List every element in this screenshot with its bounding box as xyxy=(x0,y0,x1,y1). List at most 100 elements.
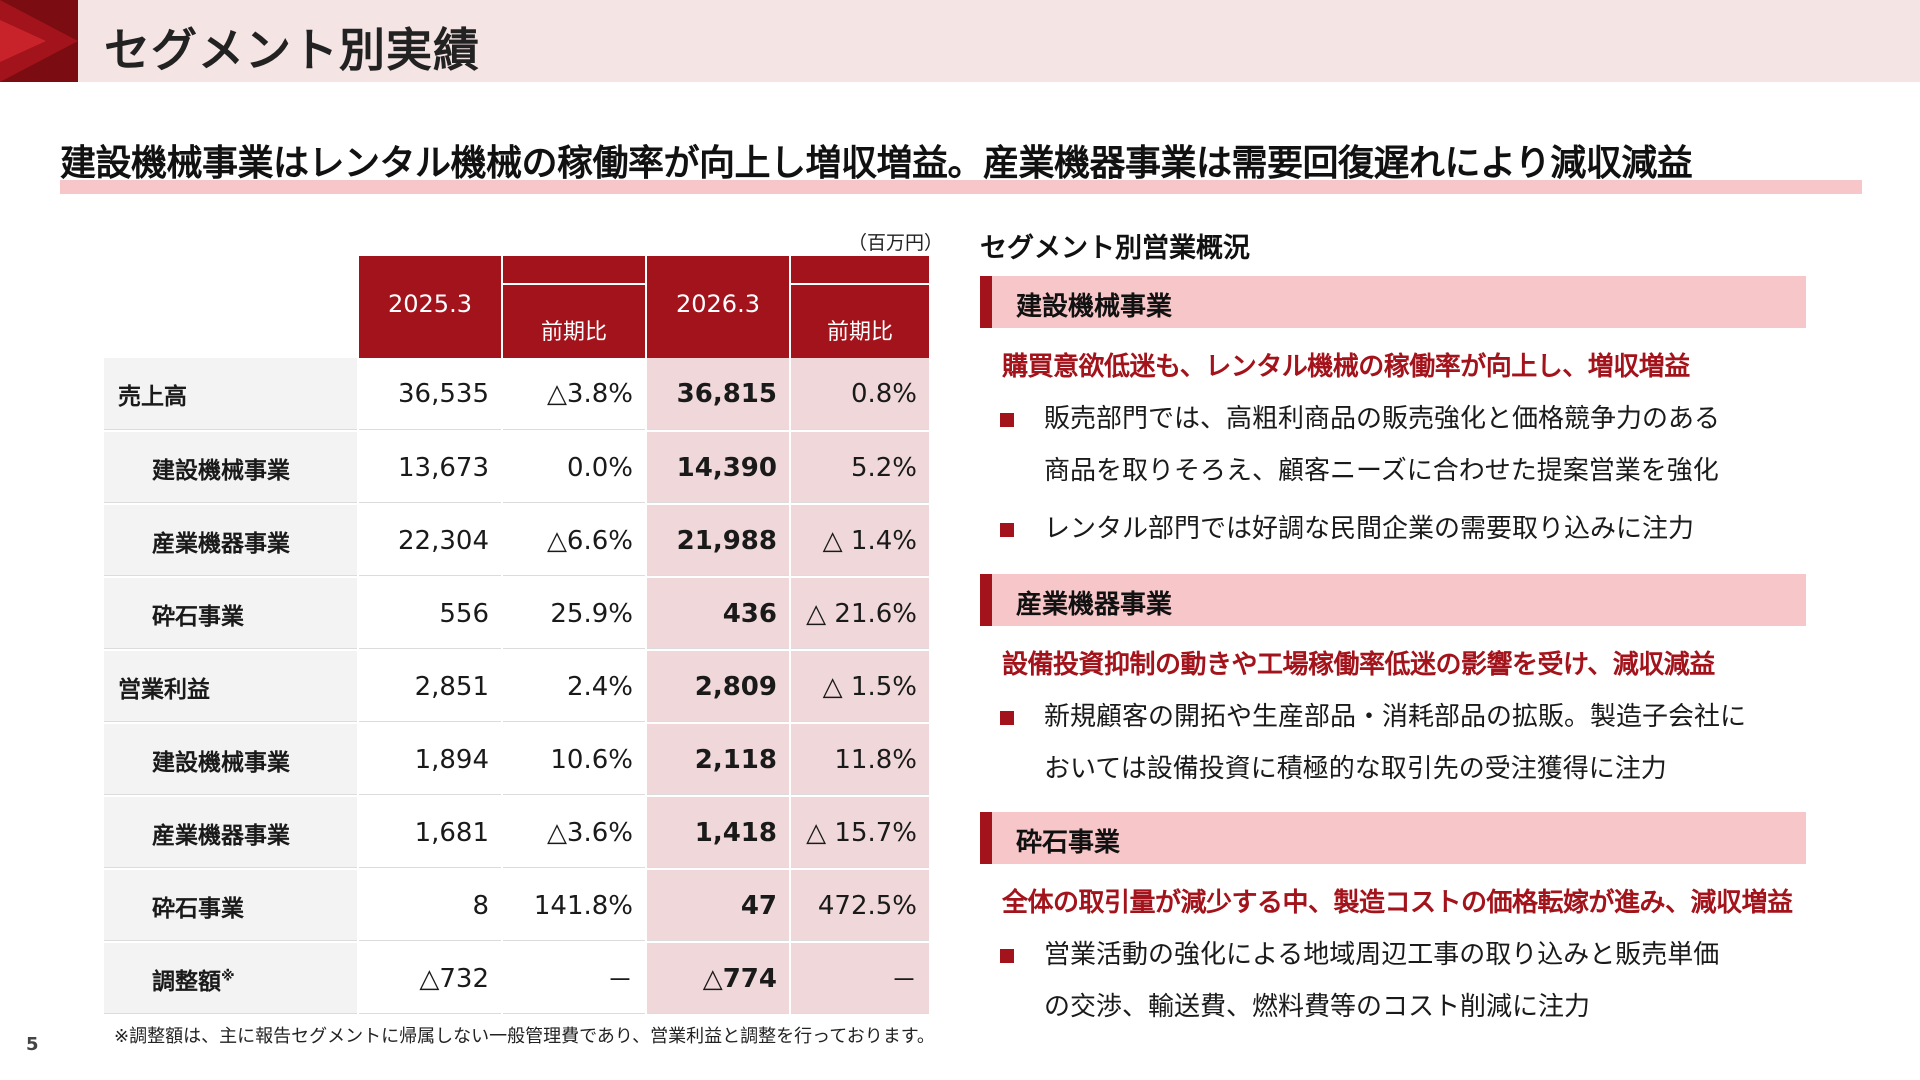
row-label: 建設機械事業 xyxy=(104,723,359,797)
segment-name: 建設機械事業 xyxy=(1016,292,1173,322)
cell-v2: 1,418 xyxy=(646,796,791,870)
overview-title: セグメント別営業概況 xyxy=(980,233,1250,264)
page-number: 5 xyxy=(26,1034,39,1055)
table-header-blank xyxy=(104,256,359,284)
header-cmp1: 前期比 xyxy=(502,283,647,358)
cell-c2: △ 15.7% xyxy=(790,796,931,870)
bullet-item: 販売部門では、高粗利商品の販売強化と価格競争力のある 商品を取りそろえ、顧客ニー… xyxy=(1000,393,1806,497)
table-row: 売上高 36,535 △3.8% 36,815 0.8% xyxy=(104,358,931,432)
cell-v2: 47 xyxy=(646,869,791,943)
table-unit: （百万円） xyxy=(848,232,944,254)
bullet-line: 商品を取りそろえ、顧客ニーズに合わせた提案営業を強化 xyxy=(1044,456,1719,486)
row-label: 建設機械事業 xyxy=(104,431,359,505)
header-band xyxy=(0,0,1920,82)
segment-lead: 全体の取引量が減少する中、製造コストの価格転嫁が進み、減収増益 xyxy=(1002,888,1793,918)
cell-v2: 436 xyxy=(646,577,791,651)
segment-lead: 購買意欲低迷も、レンタル機械の稼働率が向上し、増収増益 xyxy=(1002,352,1690,382)
bullet-line: の交渉、輸送費、燃料費等のコスト削減に注力 xyxy=(1044,992,1591,1022)
headline: 建設機械事業はレンタル機械の稼働率が向上し増収増益。産業機器事業は需要回復遅れに… xyxy=(60,134,1862,194)
segment-bullets: 新規顧客の開拓や生産部品・消耗部品の拡販。製造子会社に おいては設備投資に積極的… xyxy=(980,691,1806,795)
cell-v1: 8 xyxy=(358,869,503,943)
segment-accent-bar xyxy=(980,276,992,328)
bullet-square-icon xyxy=(1000,523,1014,537)
bullet-item: 新規顧客の開拓や生産部品・消耗部品の拡販。製造子会社に おいては設備投資に積極的… xyxy=(1000,691,1806,795)
table-row: 砕石事業 8 141.8% 47 472.5% xyxy=(104,869,931,943)
header-year-2026: 2026.3 xyxy=(646,256,791,358)
cell-c2: 0.8% xyxy=(790,358,931,432)
segment-results-table: 2025.3 2026.3 前期比 前期比 売上高 36,535 △3.8% 3… xyxy=(104,256,931,1016)
headline-text: 建設機械事業はレンタル機械の稼働率が向上し増収増益。産業機器事業は需要回復遅れに… xyxy=(60,143,1693,184)
header-cmp1-top xyxy=(502,256,647,284)
cell-v1: △732 xyxy=(358,942,503,1016)
cell-c2: △ 21.6% xyxy=(790,577,931,651)
row-label: 産業機器事業 xyxy=(104,504,359,578)
cell-v2: △774 xyxy=(646,942,791,1016)
table-row: 建設機械事業 1,894 10.6% 2,118 11.8% xyxy=(104,723,931,797)
segment-header: 建設機械事業 xyxy=(980,276,1806,328)
footnote: ※調整額は、主に報告セグメントに帰属しない一般管理費であり、営業利益と調整を行っ… xyxy=(114,1026,935,1047)
cell-c1: △6.6% xyxy=(502,504,647,578)
row-label: 砕石事業 xyxy=(104,577,359,651)
bullet-line: 営業活動の強化による地域周辺工事の取り込みと販売単価 xyxy=(1044,940,1720,970)
row-label: 産業機器事業 xyxy=(104,796,359,870)
cell-v2: 14,390 xyxy=(646,431,791,505)
row-label-text: 調整額 xyxy=(152,968,221,995)
table-row: 営業利益 2,851 2.4% 2,809 △ 1.5% xyxy=(104,650,931,724)
segment-bullets: 販売部門では、高粗利商品の販売強化と価格競争力のある 商品を取りそろえ、顧客ニー… xyxy=(980,393,1806,555)
cell-c1: △3.8% xyxy=(502,358,647,432)
headline-underline xyxy=(60,180,1862,194)
row-label: 砕石事業 xyxy=(104,869,359,943)
cell-c2: 11.8% xyxy=(790,723,931,797)
segment-name: 産業機器事業 xyxy=(1016,590,1173,620)
cell-v2: 36,815 xyxy=(646,358,791,432)
header-year-2025: 2025.3 xyxy=(358,256,503,358)
table-row: 産業機器事業 1,681 △3.6% 1,418 △ 15.7% xyxy=(104,796,931,870)
bullet-item: 営業活動の強化による地域周辺工事の取り込みと販売単価 の交渉、輸送費、燃料費等の… xyxy=(1000,929,1806,1033)
segment-construction: 建設機械事業 購買意欲低迷も、レンタル機械の稼働率が向上し、増収増益 販売部門で… xyxy=(980,276,1806,561)
segment-header: 産業機器事業 xyxy=(980,574,1806,626)
table-header-blank-2 xyxy=(104,284,359,358)
header-cmp2-top xyxy=(790,256,931,284)
row-label: 営業利益 xyxy=(104,650,359,724)
cell-v2: 2,118 xyxy=(646,723,791,797)
segment-accent-bar xyxy=(980,812,992,864)
bullet-square-icon xyxy=(1000,413,1014,427)
bullet-line: おいては設備投資に積極的な取引先の受注獲得に注力 xyxy=(1044,754,1667,784)
cell-v1: 556 xyxy=(358,577,503,651)
cell-v1: 1,894 xyxy=(358,723,503,797)
cell-c1: 25.9% xyxy=(502,577,647,651)
table-row: 建設機械事業 13,673 0.0% 14,390 5.2% xyxy=(104,431,931,505)
row-label: 売上高 xyxy=(104,358,359,432)
bullet-square-icon xyxy=(1000,711,1014,725)
cell-v1: 13,673 xyxy=(358,431,503,505)
bullet-line: 新規顧客の開拓や生産部品・消耗部品の拡販。製造子会社に xyxy=(1044,702,1747,732)
table-row: 調整額※ △732 － △774 － xyxy=(104,942,931,1016)
cell-c1: 2.4% xyxy=(502,650,647,724)
segment-industrial: 産業機器事業 設備投資抑制の動きや工場稼働率低迷の影響を受け、減収減益 新規顧客… xyxy=(980,574,1806,801)
table-row: 産業機器事業 22,304 △6.6% 21,988 △ 1.4% xyxy=(104,504,931,578)
cell-v1: 2,851 xyxy=(358,650,503,724)
segment-crushed-stone: 砕石事業 全体の取引量が減少する中、製造コストの価格転嫁が進み、減収増益 営業活… xyxy=(980,812,1806,1039)
cell-c1: △3.6% xyxy=(502,796,647,870)
cell-v2: 2,809 xyxy=(646,650,791,724)
cell-c1: － xyxy=(502,942,647,1016)
segment-bullets: 営業活動の強化による地域周辺工事の取り込みと販売単価 の交渉、輸送費、燃料費等の… xyxy=(980,929,1806,1033)
row-label-adjustment: 調整額※ xyxy=(104,942,359,1016)
page-title: セグメント別実績 xyxy=(104,23,480,77)
cell-c2: △ 1.5% xyxy=(790,650,931,724)
bullet-line: レンタル部門では好調な民間企業の需要取り込みに注力 xyxy=(1044,514,1695,544)
header-logo-icon xyxy=(0,0,78,82)
cell-c1: 0.0% xyxy=(502,431,647,505)
segment-lead: 設備投資抑制の動きや工場稼働率低迷の影響を受け、減収減益 xyxy=(1002,650,1715,680)
cell-c2: － xyxy=(790,942,931,1016)
cell-c2: 5.2% xyxy=(790,431,931,505)
cell-v1: 36,535 xyxy=(358,358,503,432)
cell-c2: 472.5% xyxy=(790,869,931,943)
segment-name: 砕石事業 xyxy=(1016,828,1121,858)
cell-v1: 1,681 xyxy=(358,796,503,870)
segment-accent-bar xyxy=(980,574,992,626)
cell-c2: △ 1.4% xyxy=(790,504,931,578)
header-cmp2: 前期比 xyxy=(790,283,931,358)
cell-v2: 21,988 xyxy=(646,504,791,578)
bullet-line: 販売部門では、高粗利商品の販売強化と価格競争力のある xyxy=(1044,404,1721,434)
